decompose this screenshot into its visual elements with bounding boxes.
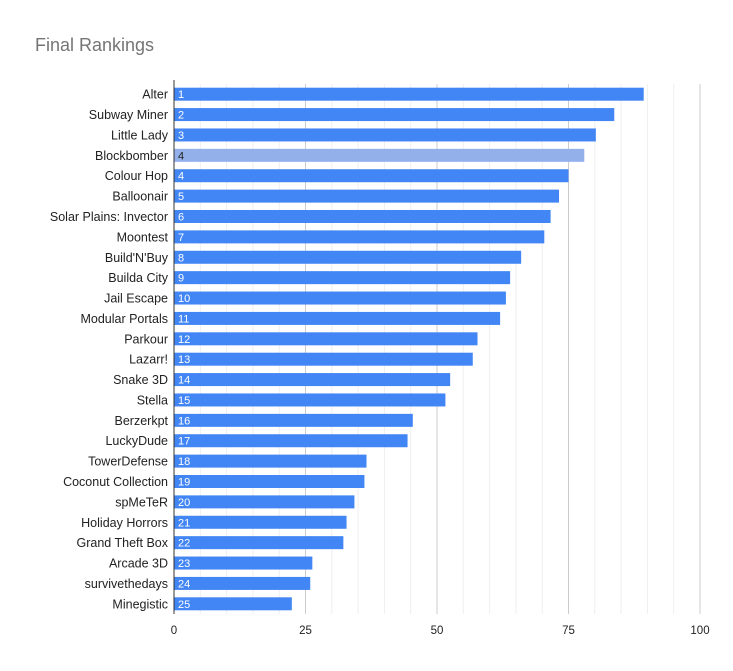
category-label: Holiday Horrors — [81, 516, 168, 530]
data-label-16: 15 — [178, 395, 190, 407]
data-label-8: 7 — [178, 232, 184, 244]
category-label: Little Lady — [111, 128, 169, 142]
bar-11 — [174, 291, 506, 305]
category-label: spMeTeR — [115, 495, 168, 509]
category-label: TowerDefense — [88, 455, 168, 469]
bar-26 — [174, 597, 292, 611]
data-label-1: 1 — [178, 89, 184, 101]
category-label: Modular Portals — [80, 312, 168, 326]
bar-22 — [174, 515, 347, 529]
category-label: Grand Theft Box — [77, 536, 169, 550]
category-label: Minegistic — [112, 597, 168, 611]
bar-2 — [174, 108, 615, 122]
category-label: LuckyDude — [105, 434, 168, 448]
bar-3 — [174, 128, 596, 142]
category-label: Balloonair — [112, 190, 168, 204]
bar-13 — [174, 332, 478, 346]
bar-24 — [174, 556, 313, 570]
data-label-12: 11 — [178, 313, 189, 325]
bar-12 — [174, 311, 501, 325]
category-label: Blockbomber — [95, 149, 168, 163]
chart-title: Final Rankings — [35, 35, 155, 55]
data-label-13: 12 — [178, 334, 190, 346]
category-label: Solar Plains: Invector — [50, 210, 168, 224]
data-label-7: 6 — [178, 212, 184, 224]
category-label: Parkour — [124, 332, 168, 346]
category-label: Colour Hop — [105, 169, 168, 183]
category-label: Alter — [142, 88, 168, 102]
bar-4 — [174, 148, 585, 162]
bar-14 — [174, 352, 473, 366]
bar-18 — [174, 434, 408, 448]
x-tick-label: 100 — [690, 625, 709, 637]
bar-10 — [174, 271, 511, 285]
category-label: Builda City — [108, 271, 168, 285]
bar-8 — [174, 230, 545, 244]
category-label: Moontest — [117, 230, 169, 244]
bar-7 — [174, 210, 551, 223]
x-tick-label: 25 — [299, 625, 312, 637]
data-label-15: 14 — [178, 375, 190, 387]
category-label: Snake 3D — [113, 373, 168, 387]
data-label-20: 19 — [178, 477, 190, 489]
data-label-14: 13 — [178, 354, 190, 366]
bar-6 — [174, 189, 560, 203]
bar-23 — [174, 536, 344, 550]
data-label-5: 4 — [178, 171, 184, 183]
data-label-11: 10 — [178, 293, 190, 305]
category-label: Stella — [137, 393, 168, 407]
category-label: Build'N'Buy — [105, 251, 169, 265]
category-label: Berzerkpt — [115, 414, 169, 428]
data-label-26: 25 — [178, 599, 190, 611]
category-label: survivethedays — [85, 577, 168, 591]
data-label-22: 21 — [178, 517, 190, 529]
bar-15 — [174, 373, 451, 387]
bar-21 — [174, 495, 355, 509]
data-label-9: 8 — [178, 252, 184, 264]
bar-20 — [174, 475, 365, 488]
category-label: Jail Escape — [104, 292, 168, 306]
x-tick-label: 0 — [171, 625, 177, 637]
data-label-6: 5 — [178, 191, 184, 203]
data-label-4: 4 — [178, 150, 184, 162]
category-label: Coconut Collection — [63, 475, 168, 489]
bar-5 — [174, 169, 569, 183]
data-label-17: 16 — [178, 415, 190, 427]
data-label-19: 18 — [178, 456, 190, 468]
bar-19 — [174, 454, 367, 468]
data-label-23: 22 — [178, 538, 190, 550]
data-label-2: 2 — [178, 110, 184, 122]
bar-25 — [174, 576, 311, 590]
category-label: Subway Miner — [89, 108, 168, 122]
category-label: Lazarr! — [129, 353, 168, 367]
bar-16 — [174, 393, 446, 407]
data-label-3: 3 — [178, 130, 184, 142]
data-label-18: 17 — [178, 436, 190, 448]
data-label-24: 23 — [178, 558, 190, 570]
data-label-10: 9 — [178, 273, 184, 285]
bar-9 — [174, 250, 522, 264]
data-label-21: 20 — [178, 497, 190, 509]
bar-1 — [174, 87, 644, 101]
bar-17 — [174, 413, 413, 427]
data-label-25: 24 — [178, 578, 190, 590]
x-tick-label: 75 — [562, 625, 575, 637]
category-label: Arcade 3D — [109, 557, 168, 571]
x-tick-label: 50 — [431, 625, 444, 637]
